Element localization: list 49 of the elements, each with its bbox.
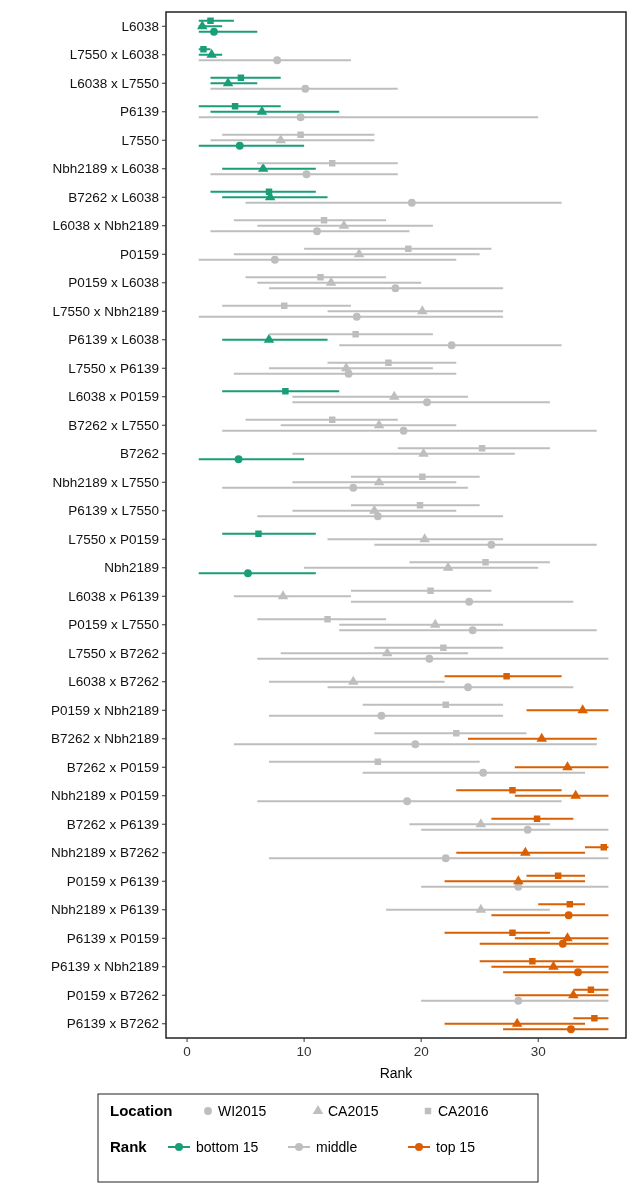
y-tick-label: L7550 x P6139 [68,360,159,376]
y-tick-label: Nbh2189 x L6038 [52,161,159,177]
y-tick-label: P0159 x P6139 [66,873,159,889]
text: middle [316,1139,358,1155]
x-tick-label: 20 [413,1044,429,1059]
y-tick-label: P0159 [119,246,159,262]
y-tick-label: L7550 x P0159 [68,531,159,547]
legend-title: Location [110,1102,173,1119]
legend-label: WI2015 [218,1103,267,1119]
y-tick-label: B7262 x L6038 [68,189,159,205]
y-tick-label: L6038 x P6139 [68,588,159,604]
x-tick-label: 30 [530,1044,546,1059]
y-tick-label: Nbh2189 x P6139 [50,902,159,918]
y-tick-label: Nbh2189 x B7262 [50,845,159,861]
y-tick-label: L6038 [121,18,159,34]
y-tick-label: L7550 x Nbh2189 [52,303,159,319]
text: Rank [110,1138,148,1155]
y-tick-label: P6139 x B7262 [66,1016,159,1032]
y-tick-label: Nbh2189 [104,560,159,576]
y-tick-label: B7262 x P6139 [66,816,159,832]
y-tick-label: P6139 [119,104,159,120]
legend-label: CA2015 [328,1103,379,1119]
x-axis-title: Rank [379,1065,414,1081]
y-tick-label: L7550 x L6038 [69,47,159,63]
y-tick-label: Nbh2189 x L7550 [52,474,159,490]
y-tick-label: P0159 x B7262 [66,987,159,1003]
y-tick-label: P6139 x L7550 [68,503,159,519]
y-tick-label: L6038 x Nbh2189 [52,218,159,234]
x-tick-label: 10 [296,1044,312,1059]
y-tick-label: Nbh2189 x P0159 [50,788,159,804]
y-tick-label: B7262 x Nbh2189 [50,731,159,747]
y-tick-label: L6038 x P0159 [68,389,159,405]
y-tick-label: P6139 x Nbh2189 [50,959,159,975]
y-tick-label: L6038 x L7550 [69,75,159,91]
y-tick-label: L7550 [121,132,159,148]
y-tick-label: B7262 x L7550 [68,417,159,433]
y-tick-label: B7262 x P0159 [66,759,159,775]
y-tick-label: L6038 x B7262 [68,674,159,690]
x-tick-label: 0 [183,1044,191,1059]
text: top 15 [436,1139,476,1155]
y-tick-label: B7262 [119,446,159,462]
legend-label: CA2016 [438,1103,489,1119]
y-tick-label: P6139 x P0159 [66,930,159,946]
y-tick-label: P0159 x L7550 [68,617,159,633]
y-tick-label: P6139 x L6038 [68,332,159,348]
y-tick-label: P0159 x L6038 [68,275,159,291]
text: bottom 15 [196,1139,259,1155]
y-tick-label: L7550 x B7262 [68,645,159,661]
y-tick-label: P0159 x Nbh2189 [50,702,159,718]
